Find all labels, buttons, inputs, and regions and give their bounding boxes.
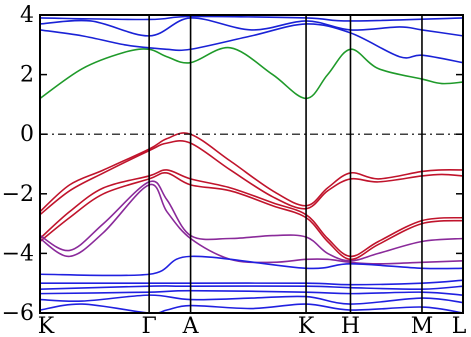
band-line	[39, 289, 464, 296]
band-line	[39, 294, 464, 305]
band-line	[39, 279, 464, 286]
band-line	[39, 23, 464, 64]
band-line	[39, 140, 464, 216]
band-line	[39, 169, 464, 258]
band-line	[39, 132, 464, 213]
high-symmetry-lines	[148, 15, 423, 313]
band-line	[39, 180, 464, 262]
kpoint-label: Γ	[142, 314, 157, 337]
kpoint-label: M	[411, 314, 434, 337]
kpoint-label: A	[182, 314, 200, 337]
y-tick-label: 4	[20, 3, 34, 28]
y-tick-label: 2	[20, 63, 34, 88]
band-line	[39, 15, 464, 22]
y-tick-label: −6	[2, 301, 34, 326]
kpoint-label: K	[298, 314, 315, 337]
y-tick-label: 0	[20, 122, 34, 147]
band-line	[39, 285, 464, 290]
band-lines	[39, 15, 464, 315]
plot-frame	[39, 14, 464, 314]
band-line	[39, 171, 464, 261]
y-tick-label: −2	[2, 182, 34, 207]
kpoint-label: H	[341, 314, 360, 337]
kpoint-label: K	[38, 314, 55, 337]
band-line	[39, 255, 464, 277]
band-line	[39, 303, 464, 315]
band-line	[39, 46, 464, 100]
y-tick-label: −4	[2, 241, 34, 266]
y-axis-ticks: 4 2 0 −2 −4 −6	[2, 3, 463, 326]
kpoint-label: L	[452, 314, 467, 337]
band-line	[39, 17, 464, 37]
